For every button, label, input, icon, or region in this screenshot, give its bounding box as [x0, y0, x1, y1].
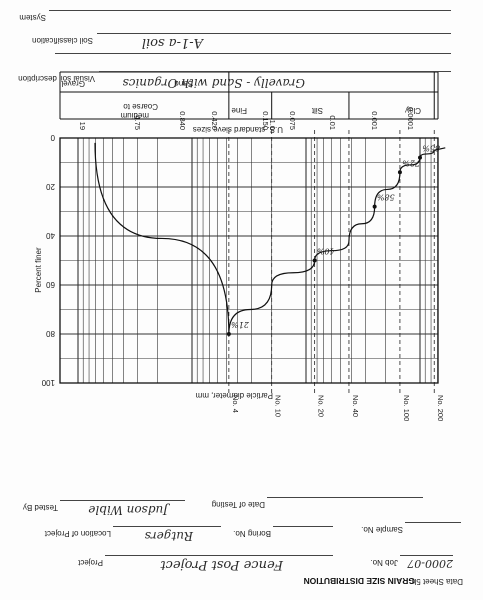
location-value: Rutgers [144, 529, 193, 543]
diameter-label: 4.75 [133, 115, 142, 130]
sieve-axis-label: U.S. standard sieve sizes [193, 125, 283, 134]
sheet-title: GRAIN SIZE DISTRIBUTION [303, 576, 415, 586]
y-tick-label: 40 [46, 231, 55, 240]
boring-no-underline [273, 526, 333, 527]
sample-no-underline [405, 522, 461, 523]
job-no-underline [400, 555, 453, 556]
point-annotation: 21% [231, 320, 250, 329]
visual-description-underline [99, 71, 451, 72]
y-tick-label: 20 [46, 182, 55, 191]
table-cell-label: Sand [174, 79, 193, 88]
visual-description-label: Visual soil description [18, 74, 95, 83]
point-annotation: 58% [376, 193, 394, 202]
gradation-curve [94, 142, 446, 336]
tested-by-underline [60, 500, 185, 501]
visual-description-underline-2 [55, 53, 451, 54]
project-underline [105, 555, 333, 556]
date-underline [267, 497, 423, 498]
y-tick-label: 100 [41, 378, 55, 387]
soil-classification-underline [97, 33, 451, 34]
table-cell-label: Coarse to [123, 102, 158, 111]
tested-by-label: Tested By [22, 503, 58, 512]
chart-grid [60, 128, 438, 393]
sieve-label: No. 20 [317, 395, 326, 417]
y-tick-label: 80 [46, 329, 55, 338]
sieve-label: No. 100 [402, 395, 411, 421]
y-tick-labels: 0 20 40 60 80 100 [41, 133, 55, 387]
sheet-number: Data Sheet 5h [411, 577, 463, 586]
location-underline [113, 526, 221, 527]
table-cell-label: Fine [231, 106, 247, 115]
diameter-label: 0.420 [210, 111, 219, 130]
data-point [418, 155, 422, 160]
point-annotations: 21% 40% 58% 72%85% [231, 144, 440, 329]
table-cell-label: Silt [311, 106, 323, 115]
point-annotation: 72% [402, 158, 420, 167]
project-label: Project [78, 558, 103, 567]
gradation-line [94, 142, 446, 335]
soil-classification-value: A-1-a soil [141, 35, 203, 50]
diameter-label: 1.0 [268, 120, 277, 130]
table-cell-label: Gravel [61, 79, 85, 88]
diameter-label: 19 [78, 122, 87, 130]
diameter-label: 0.840 [178, 111, 187, 130]
job-no-value: 2000-07 [407, 557, 453, 570]
sieve-label: No. 10 [274, 395, 283, 417]
diameter-label: 0.01 [328, 115, 337, 130]
chart-frame [59, 137, 439, 384]
tested-by-value: Judson Wible [88, 503, 168, 517]
location-label: Location of Project [44, 529, 111, 538]
job-no-label: Job No. [370, 558, 398, 567]
y-tick-label: 60 [46, 280, 55, 289]
table-cell-label: medium [120, 111, 149, 120]
y-tick-label: 0 [50, 133, 55, 142]
data-point [397, 170, 402, 175]
system-underline [49, 10, 451, 11]
soil-classification-label: Soil classification [32, 36, 93, 45]
point-annotation: 85% [422, 144, 440, 153]
diameter-label: 0.001 [370, 111, 379, 130]
diameter-label: 0.150 [261, 111, 270, 130]
date-label: Date of Testing [211, 500, 265, 509]
boring-no-label: Boring No. [233, 529, 271, 538]
project-value: Fence Post Project [160, 557, 283, 572]
data-point [312, 258, 317, 263]
table-cell-label: Clay [405, 106, 421, 115]
visual-description-value: Gravelly - Sand with Organics [122, 76, 305, 90]
diameter-axis-label: Particle diameter, mm [195, 391, 273, 400]
data-point [372, 204, 377, 209]
point-annotation: 40% [316, 247, 335, 256]
chart-border [59, 137, 439, 384]
diameter-label: 0.075 [288, 111, 297, 130]
y-axis-label: Percent finer [34, 247, 43, 293]
sample-no-label: Sample No. [361, 525, 403, 534]
sieve-label: No. 200 [436, 395, 445, 421]
sieve-label: No. 4 [231, 395, 240, 413]
sieve-tick-labels: No. 4 No. 10 No. 20 No. 40 No. 100 No. 200 [231, 395, 445, 421]
data-point [226, 332, 231, 336]
sieve-label: No. 40 [351, 395, 360, 417]
system-label: System [19, 13, 46, 22]
axis-labels: U.S. standard sieve sizes Particle diamet… [34, 125, 283, 400]
